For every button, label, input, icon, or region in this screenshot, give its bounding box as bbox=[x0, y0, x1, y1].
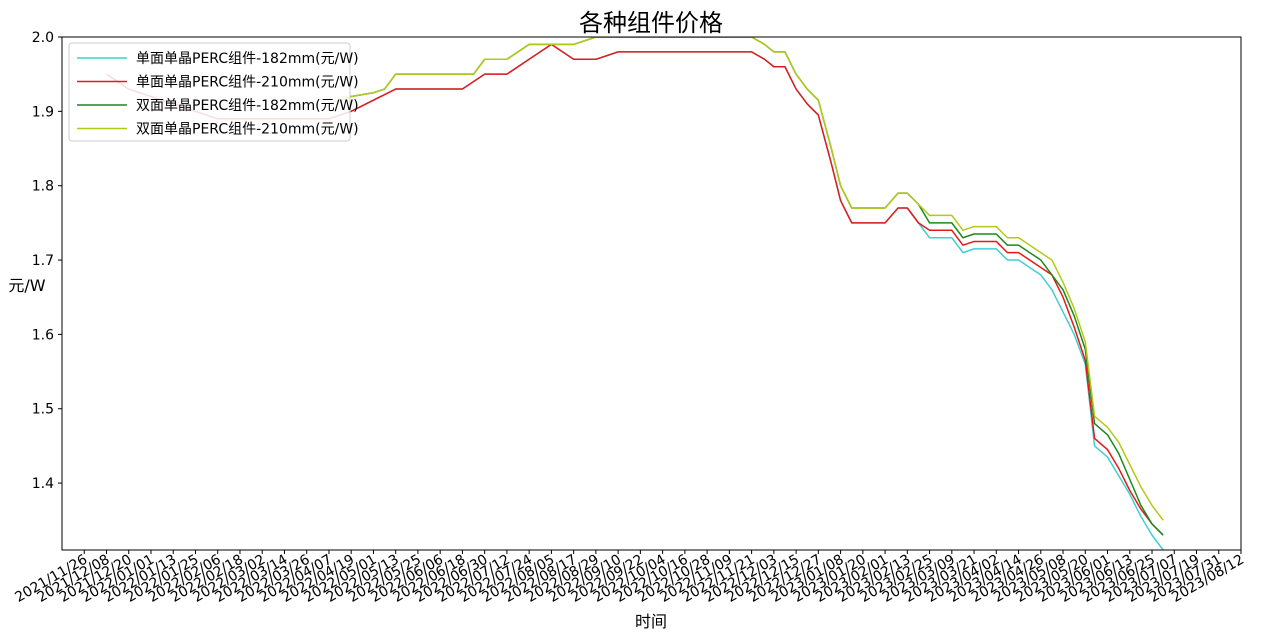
legend-label: 双面单晶PERC组件-210mm(元/W) bbox=[136, 122, 359, 138]
y-axis-label: 元/W bbox=[8, 276, 45, 295]
legend: 单面单晶PERC组件-182mm(元/W) 单面单晶PERC组件-210mm(元/… bbox=[68, 42, 359, 142]
y-tick-label: 1.9 bbox=[32, 104, 54, 120]
y-tick-label: 1.4 bbox=[32, 476, 54, 492]
y-tick-label: 1.5 bbox=[32, 402, 54, 418]
y-tick-label: 2.0 bbox=[32, 30, 54, 46]
chart-title: 各种组件价格 bbox=[579, 9, 723, 37]
series-line-2 bbox=[106, 43, 1164, 536]
legend-label: 单面单晶PERC组件-210mm(元/W) bbox=[136, 75, 359, 91]
y-tick-label: 1.8 bbox=[32, 179, 54, 195]
plot-frame bbox=[61, 36, 1242, 551]
series-layer bbox=[106, 37, 1164, 550]
series-line-4 bbox=[328, 37, 1164, 521]
x-axis-label: 时间 bbox=[635, 612, 667, 631]
y-tick-label: 1.6 bbox=[32, 327, 54, 343]
series-line-3 bbox=[328, 37, 1164, 536]
legend-box bbox=[68, 42, 351, 142]
legend-label: 单面单晶PERC组件-182mm(元/W) bbox=[136, 51, 359, 67]
y-tick-label: 1.7 bbox=[32, 253, 54, 269]
y-axis: 1.4 1.5 1.6 1.7 1.8 1.9 2.0 bbox=[32, 30, 62, 492]
x-axis: 2021/11/262021/12/082021/12/202022/01/01… bbox=[12, 550, 1247, 606]
legend-label: 双面单晶PERC组件-182mm(元/W) bbox=[136, 98, 359, 114]
